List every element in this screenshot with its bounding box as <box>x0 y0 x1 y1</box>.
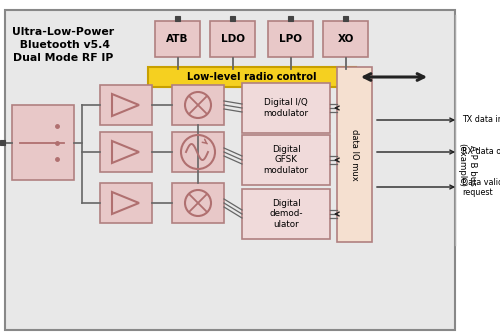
Text: A P B bus
(example): A P B bus (example) <box>458 143 476 187</box>
Bar <box>172 85 224 125</box>
Bar <box>242 83 330 133</box>
Bar <box>100 132 152 172</box>
Bar <box>210 21 255 57</box>
Text: data IO mux: data IO mux <box>350 129 359 180</box>
Text: RX data out: RX data out <box>462 147 500 156</box>
Text: Digital
GFSK
modulator: Digital GFSK modulator <box>264 145 308 175</box>
Text: LDO: LDO <box>220 34 244 44</box>
Bar <box>0 140 5 145</box>
Bar <box>148 67 356 87</box>
Bar <box>230 16 235 21</box>
Bar <box>172 183 224 223</box>
Text: LPO: LPO <box>279 34 302 44</box>
Text: TX data in: TX data in <box>462 116 500 125</box>
Text: ATB: ATB <box>166 34 189 44</box>
Bar <box>175 16 180 21</box>
Text: Low-level radio control: Low-level radio control <box>187 72 317 82</box>
Text: Data valid /
request: Data valid / request <box>462 177 500 197</box>
Bar <box>155 21 200 57</box>
Bar <box>242 135 330 185</box>
Bar <box>242 189 330 239</box>
Bar <box>337 67 372 242</box>
Bar <box>172 132 224 172</box>
Bar <box>268 21 313 57</box>
Bar <box>100 85 152 125</box>
Bar <box>100 183 152 223</box>
Text: Digital
demod-
ulator: Digital demod- ulator <box>269 199 303 229</box>
Text: XO: XO <box>338 34 353 44</box>
Bar <box>343 16 348 21</box>
Bar <box>323 21 368 57</box>
Bar <box>12 105 74 180</box>
Text: Ultra-Low-Power
 Bluetooth v5.4
Dual Mode RF IP: Ultra-Low-Power Bluetooth v5.4 Dual Mode… <box>12 27 114 63</box>
Text: Digital I/Q
modulator: Digital I/Q modulator <box>264 98 308 118</box>
Bar <box>288 16 293 21</box>
